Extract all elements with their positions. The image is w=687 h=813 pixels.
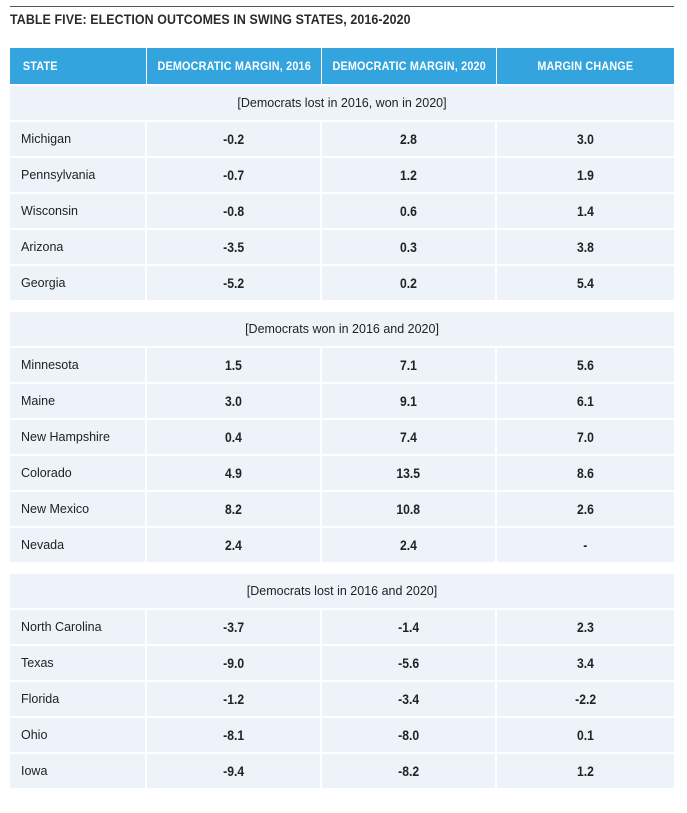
state-cell: Michigan (10, 122, 147, 156)
margin-2016-cell: -5.2 (147, 266, 322, 300)
margin-change-cell: 1.4 (577, 203, 594, 219)
state-cell: Florida (10, 682, 147, 716)
margin-2020-cell: -5.6 (322, 646, 497, 680)
margin-change-cell: 5.6 (577, 357, 594, 373)
margin-2016-cell: 4.9 (147, 456, 322, 490)
margin-change-cell: 2.3 (577, 619, 594, 635)
table-row: Maine 3.0 9.1 6.1 (10, 382, 674, 418)
margin-change-cell: 6.1 (577, 393, 594, 409)
header-margin-2016: DEMOCRATIC MARGIN, 2016 (147, 48, 322, 84)
margin-2020-cell: 10.8 (322, 492, 497, 526)
margin-2016-cell: -0.2 (147, 122, 322, 156)
margin-change-cell: 2.6 (577, 501, 594, 517)
table-row: New Mexico 8.2 10.8 2.6 (10, 490, 674, 526)
margin-2020-cell: -8.2 (322, 754, 497, 788)
top-rule (10, 6, 674, 7)
margin-2016-cell: -0.8 (147, 194, 322, 228)
margin-2016-cell: 8.2 (147, 492, 322, 526)
margin-change-cell: 8.6 (577, 465, 594, 481)
table-row: Colorado 4.9 13.5 8.6 (10, 454, 674, 490)
state-cell: Texas (10, 646, 147, 680)
table-row: Pennsylvania -0.7 1.2 1.9 (10, 156, 674, 192)
table-row: Florida -1.2 -3.4 -2.2 (10, 680, 674, 716)
margin-2020-cell: 13.5 (322, 456, 497, 490)
state-cell: Iowa (10, 754, 147, 788)
margin-2016-cell: -3.7 (147, 610, 322, 644)
margin-2016-cell: -0.7 (147, 158, 322, 192)
section-label: [Democrats lost in 2016 and 2020] (10, 572, 674, 608)
state-cell: Georgia (10, 266, 147, 300)
margin-2020-cell: -8.0 (322, 718, 497, 752)
margin-2016-cell: -8.1 (147, 718, 322, 752)
table-row: Iowa -9.4 -8.2 1.2 (10, 752, 674, 788)
margin-2016-cell: 1.5 (147, 348, 322, 382)
margin-change-cell: 1.2 (577, 763, 594, 779)
header-state: STATE (10, 48, 147, 84)
state-cell: Arizona (10, 230, 147, 264)
swing-states-table: STATE DEMOCRATIC MARGIN, 2016 DEMOCRATIC… (10, 48, 674, 788)
margin-change-cell: - (583, 537, 588, 553)
table-row: Ohio -8.1 -8.0 0.1 (10, 716, 674, 752)
state-cell: Maine (10, 384, 147, 418)
state-cell: Colorado (10, 456, 147, 490)
state-cell: New Hampshire (10, 420, 147, 454)
table-row: Minnesota 1.5 7.1 5.6 (10, 346, 674, 382)
margin-2020-cell: 0.6 (322, 194, 497, 228)
margin-2020-cell: 0.3 (322, 230, 497, 264)
margin-2016-cell: -9.4 (147, 754, 322, 788)
section-label: [Democrats lost in 2016, won in 2020] (10, 84, 674, 120)
table-row: North Carolina -3.7 -1.4 2.3 (10, 608, 674, 644)
margin-2020-cell: 1.2 (322, 158, 497, 192)
margin-2016-cell: -9.0 (147, 646, 322, 680)
margin-2020-cell: 0.2 (322, 266, 497, 300)
header-margin-change: MARGIN CHANGE (537, 59, 634, 73)
margin-2016-cell: -1.2 (147, 682, 322, 716)
margin-2020-cell: -3.4 (322, 682, 497, 716)
margin-change-cell: 3.0 (577, 131, 594, 147)
table-body: [Democrats lost in 2016, won in 2020] Mic… (10, 84, 674, 788)
margin-change-cell: 0.1 (577, 727, 594, 743)
section-gap (10, 300, 674, 310)
margin-2020-cell: 7.4 (322, 420, 497, 454)
header-margin-2020: DEMOCRATIC MARGIN, 2020 (322, 48, 497, 84)
state-cell: Wisconsin (10, 194, 147, 228)
table-row: New Hampshire 0.4 7.4 7.0 (10, 418, 674, 454)
state-cell: Minnesota (10, 348, 147, 382)
table-row: Texas -9.0 -5.6 3.4 (10, 644, 674, 680)
margin-2020-cell: 2.8 (322, 122, 497, 156)
section-gap (10, 562, 674, 572)
table-row: Arizona -3.5 0.3 3.8 (10, 228, 674, 264)
table-row: Wisconsin -0.8 0.6 1.4 (10, 192, 674, 228)
margin-2020-cell: 2.4 (322, 528, 497, 562)
margin-2020-cell: 7.1 (322, 348, 497, 382)
margin-change-cell: 5.4 (577, 275, 594, 291)
margin-change-cell: 3.8 (577, 239, 594, 255)
margin-2016-cell: -3.5 (147, 230, 322, 264)
margin-2020-cell: -1.4 (322, 610, 497, 644)
section-label: [Democrats won in 2016 and 2020] (10, 310, 674, 346)
state-cell: North Carolina (10, 610, 147, 644)
margin-2016-cell: 3.0 (147, 384, 322, 418)
margin-change-cell: 3.4 (577, 655, 594, 671)
table-header-row: STATE DEMOCRATIC MARGIN, 2016 DEMOCRATIC… (10, 48, 674, 84)
margin-change-cell: 7.0 (577, 429, 594, 445)
table-row: Nevada 2.4 2.4- (10, 526, 674, 562)
margin-2020-cell: 9.1 (322, 384, 497, 418)
state-cell: Ohio (10, 718, 147, 752)
state-cell: Nevada (10, 528, 147, 562)
margin-2016-cell: 0.4 (147, 420, 322, 454)
state-cell: Pennsylvania (10, 158, 147, 192)
margin-2016-cell: 2.4 (147, 528, 322, 562)
margin-change-cell: -2.2 (575, 691, 596, 707)
table-row: Michigan -0.2 2.8 3.0 (10, 120, 674, 156)
table-title: TABLE FIVE: ELECTION OUTCOMES IN SWING S… (10, 12, 411, 27)
state-cell: New Mexico (10, 492, 147, 526)
table-row: Georgia -5.2 0.2 5.4 (10, 264, 674, 300)
margin-change-cell: 1.9 (577, 167, 594, 183)
